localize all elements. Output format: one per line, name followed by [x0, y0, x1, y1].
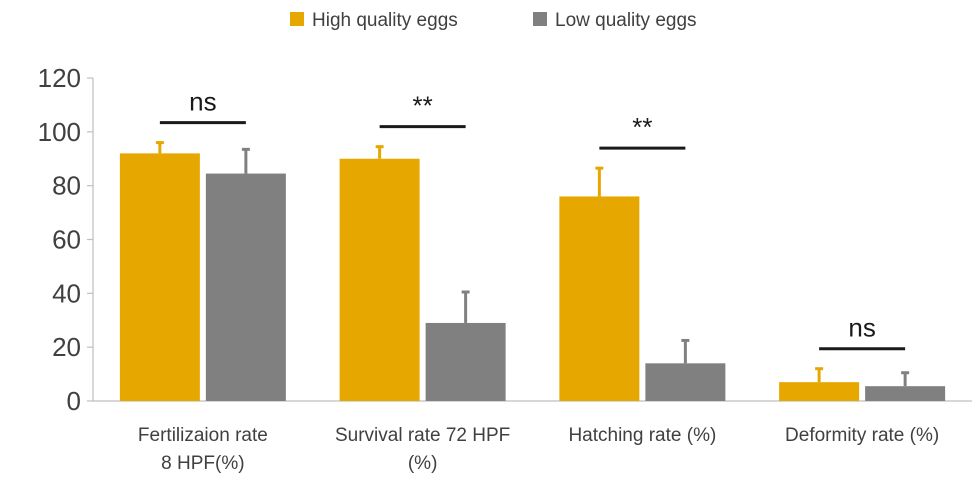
bar-high-3 [779, 382, 860, 401]
bar-low-3 [865, 386, 946, 401]
y-tick-label: 40 [52, 278, 81, 308]
legend-swatch-low [533, 12, 547, 26]
bar-high-1 [339, 158, 420, 401]
y-tick-label: 80 [52, 171, 81, 201]
category-label-0-0: Fertilizaion rate [138, 425, 268, 446]
y-tick-label: 100 [38, 117, 81, 147]
significance-label-1: ** [413, 91, 433, 121]
category-label-1-1: (%) [408, 453, 438, 474]
category-label-2-0: Hatching rate (%) [568, 425, 716, 446]
bar-low-0 [205, 173, 286, 401]
significance-label-2: ** [632, 112, 652, 142]
significance-markers: ns ** ** ns [159, 87, 906, 351]
y-tick-label: 120 [38, 63, 81, 93]
y-tick-label: 0 [67, 386, 81, 416]
y-tick-label: 20 [52, 332, 81, 362]
legend-swatch-high [290, 12, 304, 26]
bar-high-2 [559, 196, 640, 401]
category-label-3-0: Deformity rate (%) [785, 425, 939, 446]
y-axis: 0 20 40 60 80 100 120 [38, 63, 94, 416]
bar-low-1 [425, 322, 506, 401]
legend: High quality eggs Low quality eggs [290, 10, 697, 31]
legend-label-low: Low quality eggs [555, 10, 697, 31]
bar-high-0 [119, 153, 200, 401]
error-bars [155, 141, 910, 387]
significance-label-3: ns [848, 313, 875, 343]
category-label-0-1: 8 HPF(%) [161, 453, 244, 474]
significance-label-0: ns [189, 87, 216, 117]
category-label-1-0: Survival rate 72 HPF [335, 425, 510, 446]
bar-low-2 [645, 363, 726, 401]
y-tick-label: 60 [52, 225, 81, 255]
legend-label-high: High quality eggs [312, 10, 458, 31]
category-labels: Fertilizaion rate 8 HPF(%) Survival rate 7… [138, 425, 939, 474]
bars [119, 153, 946, 401]
